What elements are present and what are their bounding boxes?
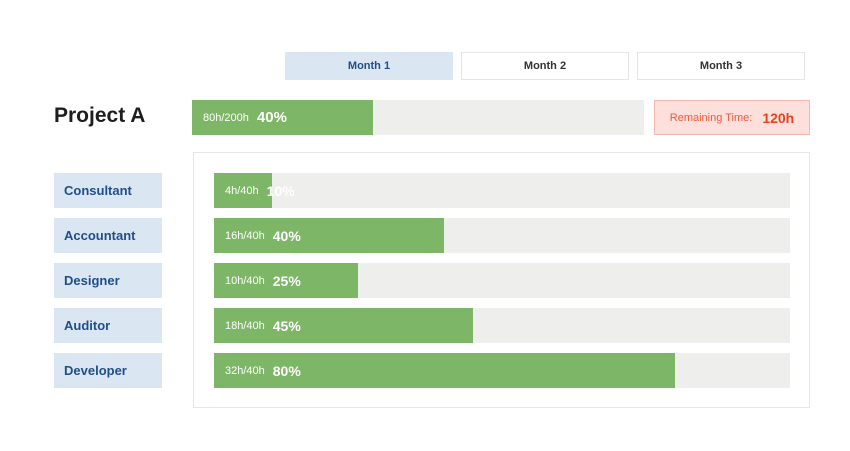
project-percent: 40% bbox=[256, 109, 287, 126]
role-label-auditor: Auditor bbox=[54, 308, 162, 343]
role-progress-fill: 10h/40h 25% bbox=[214, 263, 358, 298]
role-label-accountant: Accountant bbox=[54, 218, 162, 253]
role-progress-fill: 18h/40h 45% bbox=[214, 308, 474, 343]
role-progress-bar-developer: 32h/40h 80% bbox=[214, 353, 790, 388]
tab-month-2[interactable]: Month 2 bbox=[461, 52, 629, 80]
remaining-time-label: Remaining Time: bbox=[669, 111, 753, 124]
role-percent: 25% bbox=[272, 272, 301, 289]
role-progress-bar-auditor: 18h/40h 45% bbox=[214, 308, 790, 343]
project-title: Project A bbox=[54, 104, 146, 127]
role-label-consultant: Consultant bbox=[54, 173, 162, 208]
project-progress-fill: 80h/200h 40% bbox=[192, 100, 373, 135]
role-hours: 18h/40h bbox=[225, 319, 265, 332]
tab-month-3[interactable]: Month 3 bbox=[637, 52, 805, 80]
role-progress-fill: 4h/40h 10% bbox=[214, 173, 295, 208]
remaining-time-value: 120h bbox=[762, 109, 795, 126]
role-progress-bar-designer: 10h/40h 25% bbox=[214, 263, 790, 298]
tab-month-1[interactable]: Month 1 bbox=[285, 52, 453, 80]
role-progress-fill: 16h/40h 40% bbox=[214, 218, 445, 253]
project-hours: 80h/200h bbox=[203, 111, 249, 124]
role-percent: 40% bbox=[272, 227, 301, 244]
month-tabs: Month 1 Month 2 Month 3 bbox=[285, 52, 805, 80]
role-label-developer: Developer bbox=[54, 353, 162, 388]
remaining-time-badge: Remaining Time: 120h bbox=[654, 100, 810, 135]
role-progress-bar-accountant: 16h/40h 40% bbox=[214, 218, 790, 253]
role-percent: 80% bbox=[272, 362, 301, 379]
role-progress-fill: 32h/40h 80% bbox=[214, 353, 675, 388]
role-progress-bar-consultant: 4h/40h 10% bbox=[214, 173, 790, 208]
role-label-designer: Designer bbox=[54, 263, 162, 298]
role-hours: 10h/40h bbox=[225, 274, 265, 287]
role-hours: 16h/40h bbox=[225, 229, 265, 242]
project-progress-bar: 80h/200h 40% bbox=[192, 100, 644, 135]
role-hours: 32h/40h bbox=[225, 364, 265, 377]
role-percent: 45% bbox=[272, 317, 301, 334]
role-percent: 10% bbox=[266, 182, 295, 199]
role-hours: 4h/40h bbox=[225, 184, 259, 197]
